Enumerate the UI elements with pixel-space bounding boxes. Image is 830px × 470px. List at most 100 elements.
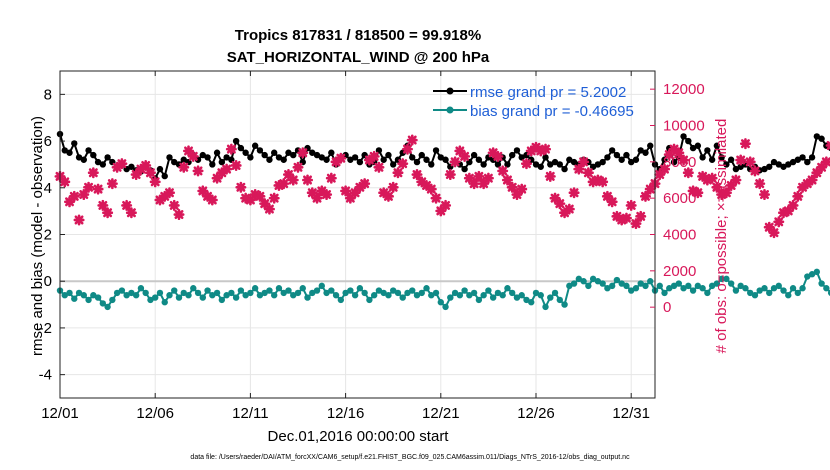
obs-point [697, 170, 709, 182]
rmse-point [532, 161, 540, 168]
bias-point [637, 280, 644, 287]
bias-point [71, 295, 78, 302]
bias-point [689, 287, 697, 294]
bias-point [432, 289, 440, 297]
bias-point [185, 292, 192, 299]
rmse-point [680, 133, 687, 140]
bias-point [461, 287, 468, 294]
obs-point [192, 165, 204, 177]
rmse-point [199, 151, 206, 159]
bias-point [418, 289, 425, 297]
bias-point [266, 287, 273, 294]
rmse-point [204, 154, 211, 161]
legend-rmse-label: rmse grand pr = 5.2002 [470, 84, 626, 101]
bias-point [808, 271, 816, 278]
obs-point [425, 183, 437, 195]
rmse-point [509, 151, 516, 159]
rmse-point [761, 165, 768, 173]
bias-point [770, 285, 778, 292]
obs-point [797, 181, 809, 193]
bias-point [451, 289, 459, 297]
rmse-point [275, 154, 283, 161]
bias-point [232, 294, 240, 301]
rmse-point [285, 149, 292, 156]
bias-point [551, 289, 559, 297]
rmse-point [232, 137, 240, 145]
bias-point [99, 300, 107, 307]
bias-point [366, 296, 373, 304]
obs-point [197, 185, 209, 197]
rmse-point [780, 163, 787, 170]
bias-point [409, 287, 416, 294]
bias-point [589, 275, 597, 283]
bias-point [642, 282, 649, 290]
bias-point [428, 292, 435, 299]
obs-point [406, 134, 418, 146]
bias-point [290, 292, 297, 299]
x-tick-label: 12/26 [517, 405, 555, 422]
bias-point [218, 296, 226, 304]
bias-point [404, 289, 411, 297]
obs-point [663, 149, 675, 161]
bias-point [604, 285, 611, 292]
bias-point [804, 273, 811, 280]
obs-point [206, 194, 218, 206]
bias-point [256, 292, 264, 299]
y-right-tick-label: 6000 [663, 190, 696, 207]
bias-point [732, 287, 740, 294]
rmse-point [613, 151, 621, 159]
bias-point [385, 292, 392, 299]
bias-point [85, 296, 92, 304]
bias-point [813, 268, 821, 276]
obs-point [654, 169, 666, 181]
rmse-point [542, 154, 549, 161]
obs-point [83, 181, 95, 193]
obs-point [135, 163, 147, 175]
rmse-point [556, 161, 563, 168]
obs-point [321, 189, 333, 201]
bias-point [271, 292, 278, 299]
bias-point [632, 285, 640, 292]
obs-point [397, 158, 409, 170]
bias-point [423, 285, 430, 292]
obs-point [263, 203, 275, 215]
obs-point [449, 156, 461, 168]
bias-point [370, 292, 378, 299]
rmse-point [428, 161, 435, 168]
obs-point [706, 172, 718, 184]
rmse-point [732, 165, 740, 173]
bias-point [566, 282, 573, 290]
y-tick-label: 2 [44, 227, 52, 244]
obs-point [763, 221, 775, 233]
bias-point [685, 282, 692, 290]
obs-point [601, 190, 613, 202]
bias-point [699, 285, 706, 292]
obs-point [287, 174, 299, 186]
y-right-tick-label: 2000 [663, 263, 696, 280]
obs-point [430, 192, 442, 204]
obs-point [230, 159, 242, 171]
obs-point [492, 150, 504, 162]
obs-point [183, 145, 195, 157]
bias-point [475, 296, 483, 304]
rmse-point [266, 156, 273, 163]
bias-point [513, 294, 521, 301]
obs-point [416, 176, 428, 188]
rmse-point [290, 151, 297, 159]
bias-point [261, 289, 268, 297]
bias-point [518, 292, 525, 299]
x-tick-label: 12/01 [41, 405, 79, 422]
obs-point [778, 207, 790, 219]
obs-point [578, 156, 590, 168]
bias-point [447, 294, 454, 301]
bias-point [90, 292, 97, 299]
rmse-point [566, 156, 573, 163]
bias-point [737, 282, 744, 290]
bias-point [799, 285, 806, 292]
obs-point [482, 172, 494, 184]
obs-point [620, 212, 632, 224]
obs-point [792, 190, 804, 202]
bias-point [485, 287, 492, 294]
rmse-point [461, 165, 468, 173]
